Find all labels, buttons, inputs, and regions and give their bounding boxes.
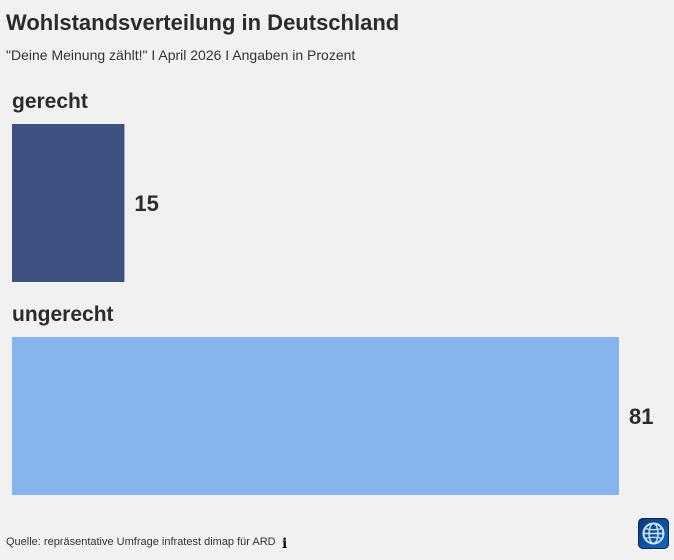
bar-gerecht (12, 124, 125, 282)
page-title: Wohlstandsverteilung in Deutschland (6, 10, 400, 35)
category-label-gerecht: gerecht (12, 90, 88, 113)
bar-ungerecht (12, 337, 619, 495)
bar-chart: gerecht 15 ungerecht 81 (12, 90, 653, 495)
source-note: Quelle: repräsentative Umfrage infratest… (6, 536, 276, 548)
value-label-ungerecht: 81 (629, 404, 653, 429)
category-label-ungerecht: ungerecht (12, 303, 114, 326)
info-icon[interactable]: i (282, 536, 288, 552)
value-label-gerecht: 15 (134, 191, 158, 216)
page-subtitle: "Deine Meinung zählt!" I April 2026 I An… (6, 47, 356, 63)
tagesschau-globe-icon (638, 518, 669, 549)
